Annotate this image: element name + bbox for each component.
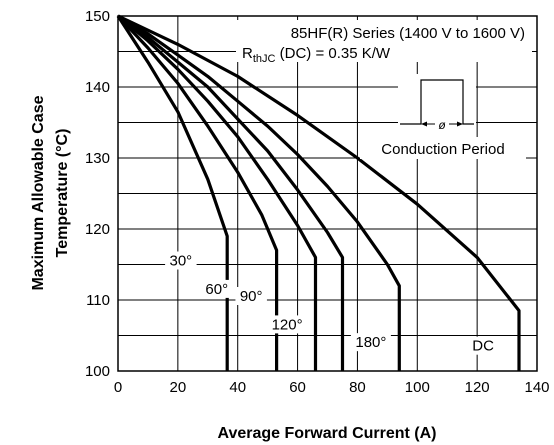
curve-4 — [117, 14, 345, 371]
curve-label: 120° — [272, 316, 303, 333]
rth-sub: thJC — [253, 53, 276, 65]
conduction-period-diagram: ø — [398, 74, 476, 138]
x-tick-label: 40 — [229, 379, 246, 396]
curve-label: 30° — [170, 253, 193, 270]
series-annotation: 85HF(R) Series (1400 V to 1600 V) — [291, 25, 525, 42]
plot-frame — [117, 15, 538, 372]
y-tick-label: 130 — [85, 150, 110, 167]
y-axis-title-line1: Maximum Allowable Case — [30, 95, 47, 290]
x-tick-label: 140 — [524, 379, 549, 396]
rth-main: R — [242, 45, 253, 62]
curve-label: DC — [472, 338, 494, 355]
curve-5 — [117, 14, 401, 371]
y-tick-label: 110 — [86, 292, 110, 309]
curves — [116, 14, 521, 371]
x-tick-label: 120 — [465, 379, 490, 396]
x-tick-label: 100 — [405, 379, 430, 396]
x-tick-label: 80 — [349, 379, 366, 396]
y-tick-label: 100 — [85, 363, 110, 380]
curve-3 — [116, 14, 318, 371]
y-tick-label: 150 — [85, 8, 110, 25]
conduction-period-label: Conduction Period — [381, 141, 504, 158]
x-tick-label: 20 — [170, 379, 187, 396]
curve-2 — [116, 14, 279, 371]
y-tick-label: 140 — [85, 79, 110, 96]
y-tick-label: 120 — [85, 221, 110, 238]
curve-label: 180° — [355, 334, 386, 351]
phi-icon: ø — [438, 118, 446, 132]
curve-6 — [117, 14, 521, 371]
x-tick-label: 60 — [289, 379, 306, 396]
curve-label: 60° — [205, 281, 228, 298]
curve-1 — [116, 15, 229, 371]
rth-rest: (DC) = 0.35 K/W — [275, 45, 390, 62]
curve-labels: 30° 60° 90° 120° 180° DC — [165, 251, 495, 355]
x-tick-label: 0 — [114, 379, 122, 396]
grid-lines — [117, 15, 538, 372]
rth-annotation: RthJC (DC) = 0.35 K/W — [242, 45, 391, 65]
x-axis-title: Average Forward Current (A) — [218, 425, 437, 442]
tick-labels: 0 20 40 60 80 100 120 140 100 110 120 130 140 150 — [85, 8, 550, 396]
y-axis-title-line2: Temperature (°C) — [54, 129, 71, 258]
curve-label: 90° — [240, 288, 263, 305]
